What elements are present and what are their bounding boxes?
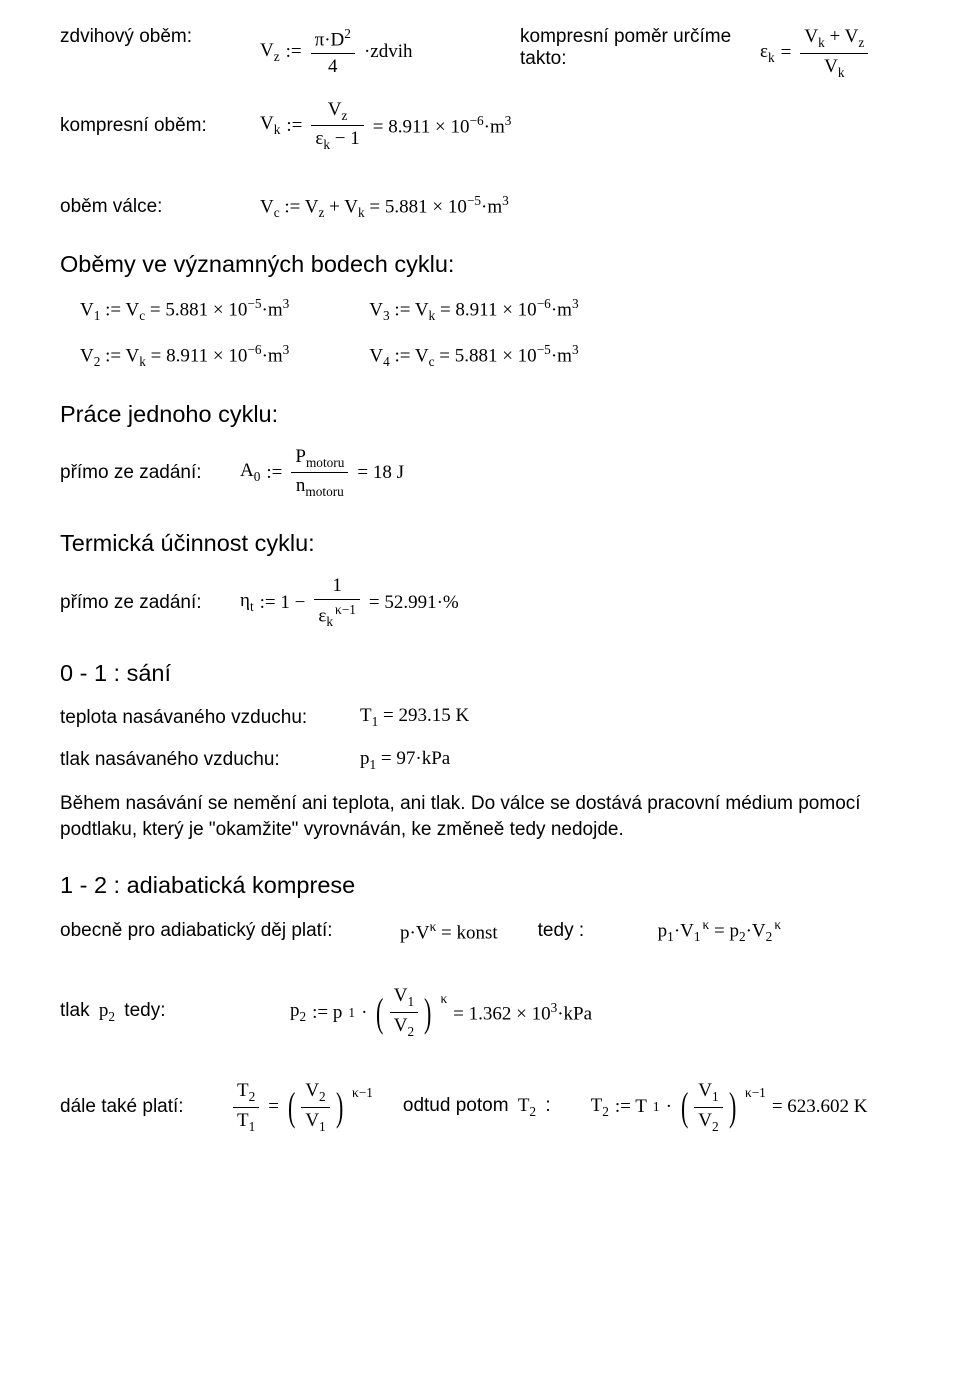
eq-adiab-general: p·Vκ = konst bbox=[400, 919, 498, 944]
row-obem-valce: oběm válce: Vc := Vz + Vk = 5.881 × 10−5… bbox=[60, 193, 900, 221]
eq-V3: V3 := Vk = 8.911 × 10−6·m3 bbox=[369, 296, 578, 324]
label-kompresni-pomer-l1: kompresní poměr určíme bbox=[520, 26, 760, 48]
row-V1-V3: V1 := Vc = 5.881 × 10−5·m3 V3 := Vk = 8.… bbox=[80, 296, 900, 324]
label-prace-primo: přímo ze zadání: bbox=[60, 462, 240, 484]
row-T1: teplota nasávaného vzduchu: T1 = 293.15 … bbox=[60, 705, 900, 730]
eq-dale-ratio: T2 T1 = ( V2 V1 ) κ−1 bbox=[230, 1080, 373, 1135]
eq-A0: A0 := Pmotoru nmotoru = 18 J bbox=[240, 446, 404, 501]
row-dale-T2: dále také platí: T2 T1 = ( V2 V1 ) κ−1 o… bbox=[60, 1080, 900, 1135]
row-A0: přímo ze zadání: A0 := Pmotoru nmotoru =… bbox=[60, 446, 900, 501]
label-tedy: tedy : bbox=[538, 920, 618, 942]
heading-sani: 0 - 1 : sání bbox=[60, 660, 900, 687]
label-kompresni-pomer: kompresní poměr určíme takto: bbox=[520, 26, 760, 70]
label-etat-primo: přímo ze zadání: bbox=[60, 592, 240, 614]
eq-T1: T1 = 293.15 K bbox=[360, 705, 469, 730]
row-zdvihovy-obem: zdvihový oběm: Vz := π·D2 4 ·zdvih kompr… bbox=[60, 26, 900, 81]
eq-p2: p2 := p1· ( V1 V2 ) κ = 1.362 × 103·kPa bbox=[290, 985, 592, 1040]
label-teplota-nasav: teplota nasávaného vzduchu: bbox=[60, 707, 360, 729]
row-V2-V4: V2 := Vk = 8.911 × 10−6·m3 V4 := Vc = 5.… bbox=[80, 342, 900, 370]
label-tlak-nasav: tlak nasávaného vzduchu: bbox=[60, 749, 360, 771]
eq-adiab-tedy: p1·V1κ = p2·V2κ bbox=[658, 917, 781, 945]
eq-vc-def: Vc := Vz + Vk = 5.881 × 10−5·m3 bbox=[260, 193, 509, 221]
label-obem-valce: oběm válce: bbox=[60, 196, 260, 218]
heading-terucinnost: Termická účinnost cyklu: bbox=[60, 530, 900, 557]
label-zdvihovy-obem: zdvihový oběm: bbox=[60, 26, 260, 48]
heading-obemy: Oběmy ve významných bodech cyklu: bbox=[60, 251, 900, 278]
eq-etat: ηt := 1 − 1 εkκ−1 = 52.991·% bbox=[240, 575, 459, 630]
eq-V1: V1 := Vc = 5.881 × 10−5·m3 bbox=[80, 296, 289, 324]
eq-vz-def: Vz := π·D2 4 ·zdvih bbox=[260, 26, 520, 78]
heading-adiab: 1 - 2 : adiabatická komprese bbox=[60, 872, 900, 899]
label-tlak-p2: tlak p2 tedy: bbox=[60, 1000, 290, 1025]
eq-V4: V4 := Vc = 5.881 × 10−5·m3 bbox=[369, 342, 578, 370]
paragraph-sani: Během nasávání se nemění ani teplota, an… bbox=[60, 791, 900, 842]
label-kompresni-pomer-l2: takto: bbox=[520, 48, 760, 70]
row-p2: tlak p2 tedy: p2 := p1· ( V1 V2 ) κ = 1.… bbox=[60, 985, 900, 1040]
eq-T2-def: T2 := T1· ( V1 V2 ) κ−1 = 623.602 K bbox=[591, 1080, 868, 1135]
label-obecne-adiab: obecně pro adiabatický děj platí: bbox=[60, 920, 360, 942]
label-kompresni-obem: kompresní oběm: bbox=[60, 115, 260, 137]
label-odtud-potom: odtud potom T2 : bbox=[403, 1095, 551, 1120]
heading-prace: Práce jednoho cyklu: bbox=[60, 401, 900, 428]
row-p1: tlak nasávaného vzduchu: p1 = 97·kPa bbox=[60, 748, 900, 773]
row-adiab-general: obecně pro adiabatický děj platí: p·Vκ =… bbox=[60, 917, 900, 945]
label-dale-plati: dále také platí: bbox=[60, 1096, 210, 1118]
row-kompresni-obem: kompresní oběm: Vk := Vz εk − 1 = 8.911 … bbox=[60, 99, 900, 154]
eq-p1: p1 = 97·kPa bbox=[360, 748, 450, 773]
eq-vk-def: Vk := Vz εk − 1 = 8.911 × 10−6·m3 bbox=[260, 99, 511, 154]
eq-V2: V2 := Vk = 8.911 × 10−6·m3 bbox=[80, 342, 289, 370]
row-etat: přímo ze zadání: ηt := 1 − 1 εkκ−1 = 52.… bbox=[60, 575, 900, 630]
eq-epsilon-k: εk = Vk + Vz Vk bbox=[760, 26, 871, 81]
